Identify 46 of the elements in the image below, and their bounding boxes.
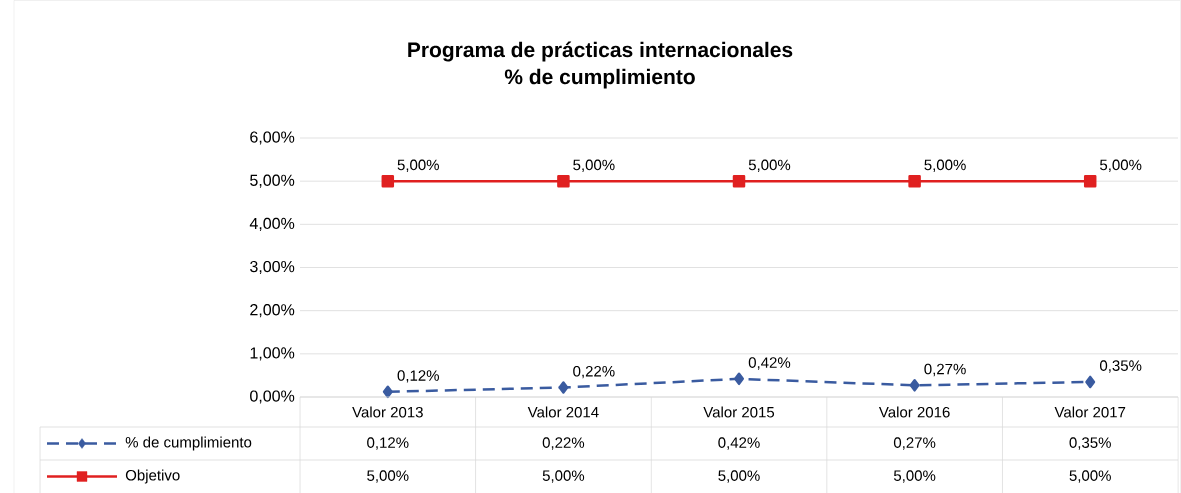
y-tick-label: 4,00% (249, 217, 295, 231)
text: 0,42% (748, 357, 791, 370)
x-tick-label: Valor 2015 (703, 406, 775, 418)
legend-label: % de cumplimiento (125, 436, 252, 451)
point (732, 174, 746, 188)
text: 0,27% (924, 363, 966, 377)
text: 5,00% (1100, 159, 1142, 172)
data-label: 5,00% (718, 470, 760, 483)
point (908, 174, 921, 188)
data-label: 0,42% (718, 437, 760, 450)
point (1083, 174, 1097, 188)
data-label: 0,12% (367, 437, 409, 450)
y-tick-label: 3,00% (250, 260, 295, 275)
data-label: 5,00% (542, 470, 585, 483)
x-tick-label: Valor 2014 (527, 406, 599, 418)
x-tick-label: Valor 2017 (1054, 406, 1126, 418)
point (557, 174, 570, 188)
point (1085, 375, 1096, 389)
data-label: 0,35% (1069, 437, 1111, 450)
data-label: 5,00% (893, 470, 936, 483)
x-tick-label: Valor 2013 (352, 406, 423, 418)
point (558, 381, 569, 394)
text: 5,00% (397, 159, 439, 172)
data-label: 5,00% (1069, 470, 1111, 483)
text: 5,00% (924, 159, 966, 172)
text: 0,12% (397, 370, 439, 383)
y-tick-label: 5,00% (250, 174, 295, 188)
data-label: 5,00% (367, 470, 409, 483)
point (382, 385, 393, 399)
point (734, 372, 745, 386)
chart-subtitle: % de cumplimiento (504, 68, 695, 89)
text: 0,22% (573, 365, 615, 379)
point (381, 174, 395, 188)
data-label: 0,22% (542, 437, 585, 450)
legend-label: Objetivo (125, 469, 180, 484)
y-tick-label: 6,00% (250, 131, 295, 145)
data-label: 0,27% (893, 437, 936, 450)
y-tick-label: 1,00% (250, 347, 295, 361)
y-tick-label: 2,00% (250, 304, 295, 318)
x-tick-label: Valor 2016 (878, 406, 950, 418)
y-tick-label: 0,00% (250, 390, 295, 404)
point (909, 379, 920, 392)
chart-title: Programa de prácticas internacionales (408, 41, 793, 62)
text: 5,00% (573, 159, 615, 172)
text: 0,35% (1099, 360, 1142, 373)
text: 5,00% (748, 159, 791, 172)
